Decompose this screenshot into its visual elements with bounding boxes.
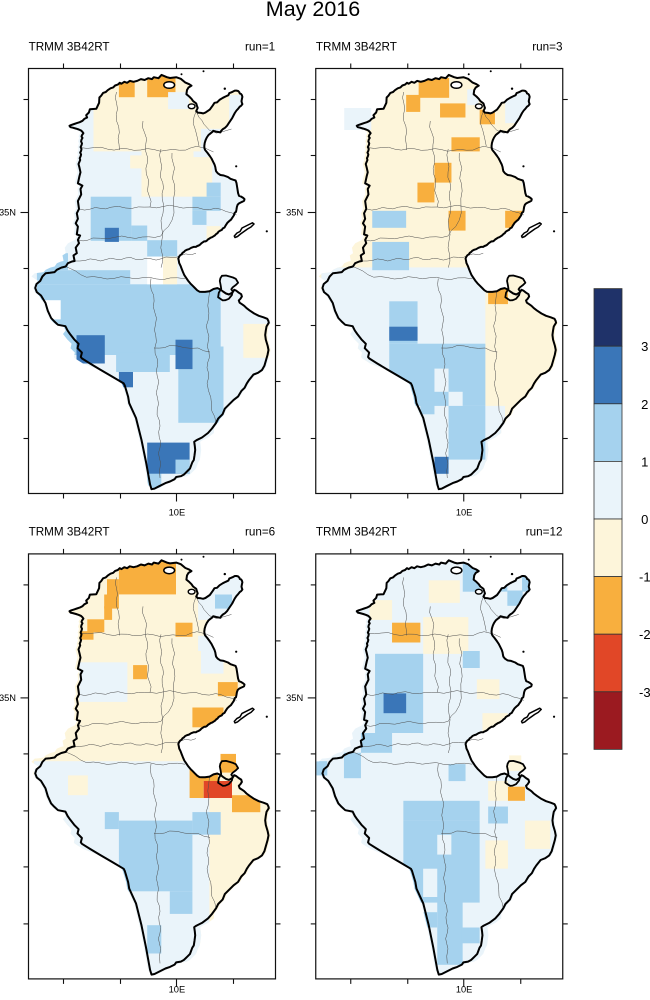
svg-text:10E: 10E (169, 507, 186, 517)
svg-text:TRMM 3B42RT: TRMM 3B42RT (29, 526, 110, 539)
svg-text:TRMM 3B42RT: TRMM 3B42RT (29, 40, 110, 53)
svg-text:10E: 10E (169, 985, 186, 995)
svg-text:35N: 35N (286, 208, 303, 218)
svg-text:run=3: run=3 (532, 40, 562, 53)
svg-text:2: 2 (641, 397, 648, 412)
svg-text:run=1: run=1 (245, 40, 275, 53)
svg-text:TRMM 3B42RT: TRMM 3B42RT (316, 526, 397, 539)
svg-text:run=12: run=12 (526, 526, 563, 539)
svg-text:TRMM 3B42RT: TRMM 3B42RT (316, 40, 397, 53)
svg-text:0: 0 (641, 512, 648, 527)
svg-text:run=6: run=6 (245, 526, 275, 539)
svg-text:10E: 10E (456, 985, 473, 995)
svg-text:10E: 10E (456, 507, 473, 517)
svg-text:-1: -1 (639, 570, 650, 585)
svg-text:-2: -2 (639, 627, 650, 642)
svg-text:May 2016: May 2016 (266, 0, 360, 21)
svg-text:3: 3 (641, 339, 648, 354)
svg-text:35N: 35N (286, 693, 303, 703)
svg-text:1: 1 (641, 454, 648, 469)
svg-text:35N: 35N (0, 693, 16, 703)
svg-text:35N: 35N (0, 208, 16, 218)
svg-text:-3: -3 (639, 685, 650, 700)
